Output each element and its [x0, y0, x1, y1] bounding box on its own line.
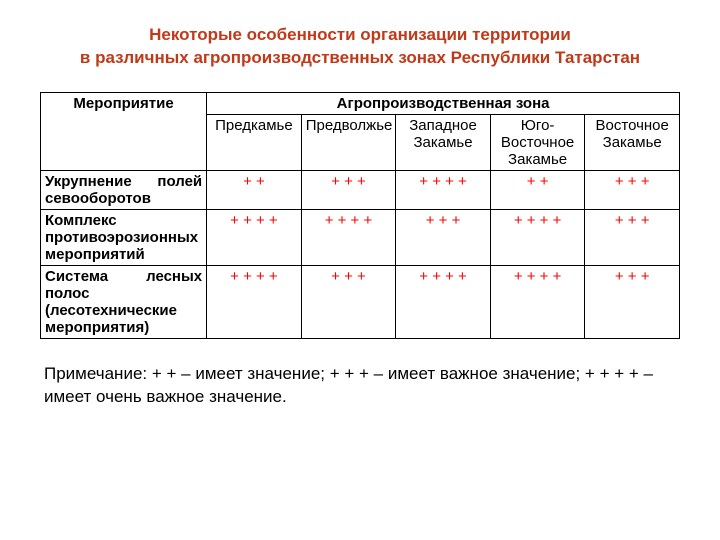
cell: + + + + [396, 265, 491, 338]
cell: + + + + [207, 209, 302, 265]
row-label-2: Система лесных полос (лесотехнические ме… [41, 265, 207, 338]
cell: + + + [396, 209, 491, 265]
title-line-1: Некоторые особенности организации террит… [149, 25, 571, 44]
col-header-event: Мероприятие [41, 92, 207, 170]
table-row: Укрупнение полей севооборотов + + + + + … [41, 170, 680, 209]
cell: + + [207, 170, 302, 209]
zones-table: Мероприятие Агропроизводственная зона Пр… [40, 92, 680, 339]
zone-header-0: Предкамье [207, 114, 302, 170]
zone-header-1: Предволжье [301, 114, 396, 170]
col-header-zone-group: Агропроизводственная зона [207, 92, 680, 114]
table-row: Комплекс противоэрозионных мероприятий +… [41, 209, 680, 265]
zone-header-2: Западное Закамье [396, 114, 491, 170]
zone-header-3: Юго-Восточное Закамье [490, 114, 585, 170]
cell: + + + [301, 265, 396, 338]
cell: + + + [585, 265, 680, 338]
row-label-0: Укрупнение полей севооборотов [41, 170, 207, 209]
cell: + + + [585, 170, 680, 209]
cell: + + + [301, 170, 396, 209]
cell: + + + + [207, 265, 302, 338]
cell: + + + [585, 209, 680, 265]
row-label-1: Комплекс противоэрозионных мероприятий [41, 209, 207, 265]
cell: + + + + [490, 265, 585, 338]
table-row: Система лесных полос (лесотехнические ме… [41, 265, 680, 338]
title-line-2: в различных агропроизводственных зонах Р… [80, 48, 640, 67]
cell: + + [490, 170, 585, 209]
cell: + + + + [301, 209, 396, 265]
cell: + + + + [396, 170, 491, 209]
page-title: Некоторые особенности организации террит… [40, 24, 680, 70]
cell: + + + + [490, 209, 585, 265]
zone-header-4: Восточное Закамье [585, 114, 680, 170]
footnote: Примечание: + + – имеет значение; + + + … [40, 363, 680, 409]
